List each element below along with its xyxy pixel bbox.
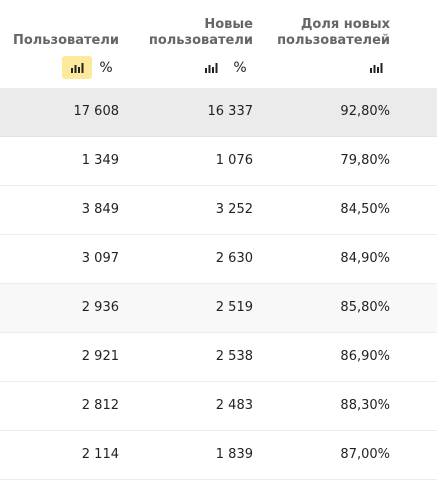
new-users-percent-toggle[interactable]: % <box>229 56 251 79</box>
column-header-new-users-line2: пользователи <box>148 33 253 48</box>
cell-new-users: 3 252 <box>215 202 253 217</box>
table-row[interactable]: 2 812 2 483 88,30% <box>0 382 437 431</box>
data-table: Пользователи Новые пользователи Доля нов… <box>0 0 437 480</box>
cell-users: 1 349 <box>81 153 119 168</box>
cell-new-share: 84,90% <box>340 251 390 266</box>
users-bar-toggle[interactable] <box>62 56 92 79</box>
bar-chart-icon <box>361 56 391 79</box>
new-share-bar-toggle[interactable] <box>361 56 391 79</box>
table-row-total[interactable]: 17 608 16 337 92,80% <box>0 88 437 137</box>
cell-users: 2 114 <box>81 447 119 462</box>
column-header-new-share[interactable]: Доля новых пользователей <box>277 17 390 49</box>
new-users-bar-toggle[interactable] <box>196 56 226 79</box>
cell-new-users: 1 839 <box>215 447 253 462</box>
cell-users: 2 812 <box>81 398 119 413</box>
table-row[interactable]: 3 849 3 252 84,50% <box>0 186 437 235</box>
cell-users: 2 936 <box>81 300 119 315</box>
bar-chart-icon <box>62 56 92 79</box>
cell-new-users: 2 483 <box>215 398 253 413</box>
percent-icon: % <box>233 59 247 76</box>
table-row[interactable]: 2 114 1 839 87,00% <box>0 431 437 480</box>
cell-new-share: 86,90% <box>340 349 390 364</box>
bar-chart-icon <box>196 56 226 79</box>
cell-new-share: 87,00% <box>340 447 390 462</box>
cell-new-users: 1 076 <box>215 153 253 168</box>
cell-users: 2 921 <box>81 349 119 364</box>
table-header: Пользователи Новые пользователи Доля нов… <box>0 0 437 88</box>
table-row[interactable]: 2 936 2 519 85,80% <box>0 284 437 333</box>
column-header-new-share-line1: Доля новых <box>300 17 390 32</box>
users-percent-toggle[interactable]: % <box>95 56 117 79</box>
cell-new-share: 92,80% <box>340 104 390 119</box>
cell-users: 17 608 <box>73 104 120 119</box>
cell-new-users: 2 519 <box>215 300 253 315</box>
table-row[interactable]: 1 349 1 076 79,80% <box>0 137 437 186</box>
cell-new-share: 88,30% <box>340 398 390 413</box>
cell-new-share: 79,80% <box>340 153 390 168</box>
cell-new-share: 85,80% <box>340 300 390 315</box>
column-header-users-line1: Пользователи <box>12 33 119 48</box>
table-row[interactable]: 3 097 2 630 84,90% <box>0 235 437 284</box>
column-header-new-users[interactable]: Новые пользователи <box>149 17 253 49</box>
cell-users: 3 849 <box>81 202 119 217</box>
cell-new-share: 84,50% <box>340 202 390 217</box>
column-header-new-share-line2: пользователей <box>277 33 390 48</box>
column-header-new-users-line1: Новые <box>204 17 253 32</box>
column-header-users[interactable]: Пользователи <box>13 33 119 49</box>
cell-new-users: 2 538 <box>215 349 253 364</box>
cell-users: 3 097 <box>81 251 119 266</box>
percent-icon: % <box>99 59 113 76</box>
cell-new-users: 2 630 <box>215 251 253 266</box>
cell-new-users: 16 337 <box>207 104 254 119</box>
table-row[interactable]: 2 921 2 538 86,90% <box>0 333 437 382</box>
